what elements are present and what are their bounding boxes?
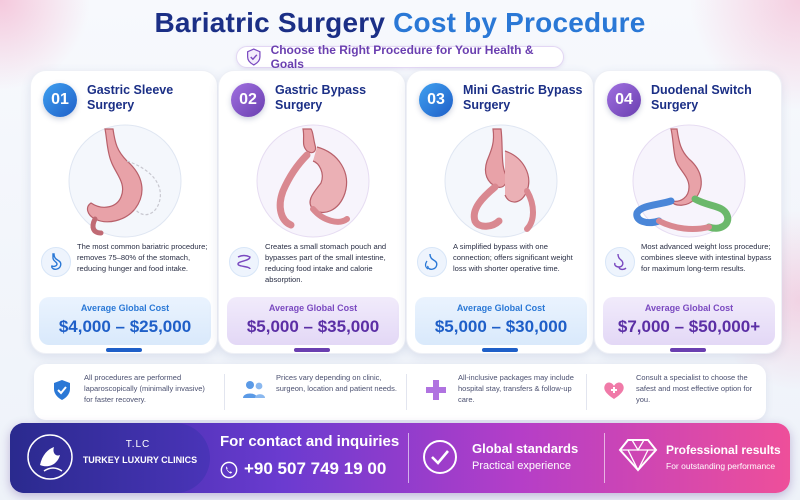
info-text: Prices vary depending on clinic, surgeon… bbox=[276, 373, 397, 393]
info-item-prices: Prices vary depending on clinic, surgeon… bbox=[240, 372, 406, 412]
info-item-packages: All-inclusive packages may include hospi… bbox=[422, 372, 588, 412]
global-standards-title: Global standards bbox=[472, 441, 579, 456]
procedure-name: Duodenal Switch Surgery bbox=[651, 83, 752, 112]
clinic-name: TURKEY LUXURY CLINICS bbox=[82, 455, 198, 465]
cost-value: $5,000 – $30,000 bbox=[434, 317, 568, 336]
page-title: Bariatric Surgery Cost by Procedure bbox=[0, 7, 800, 39]
card-underline bbox=[482, 348, 518, 352]
procedure-name: Mini Gastric Bypass Surgery bbox=[463, 83, 583, 112]
procedure-card-gastric-sleeve: 01 Gastric Sleeve Surgery The most commo… bbox=[30, 70, 218, 354]
divider bbox=[408, 433, 409, 483]
procedure-number: 01 bbox=[43, 83, 77, 117]
card-underline bbox=[106, 348, 142, 352]
procedure-description: Creates a small stomach pouch and bypass… bbox=[265, 242, 387, 284]
info-text: All procedures are performed laparoscopi… bbox=[84, 373, 205, 404]
phone-number[interactable]: +90 507 749 19 00 bbox=[244, 459, 387, 478]
duodenal-switch-illustration bbox=[632, 124, 746, 238]
check-circle-icon bbox=[423, 440, 457, 474]
clinic-logo-mark-icon bbox=[27, 434, 73, 480]
cost-label: Average Global Cost bbox=[80, 303, 170, 313]
procedure-description: A simplified bypass with one connection;… bbox=[453, 242, 573, 273]
intestine-icon bbox=[229, 247, 259, 277]
people-icon bbox=[240, 376, 268, 404]
shield-check-icon bbox=[247, 48, 261, 66]
contact-title: For contact and inquiries bbox=[220, 433, 400, 450]
cost-value: $4,000 – $25,000 bbox=[58, 317, 192, 336]
title-part-2: Cost by Procedure bbox=[393, 7, 646, 38]
subtitle: Choose the Right Procedure for Your Heal… bbox=[270, 43, 534, 71]
diamond-icon bbox=[618, 439, 658, 472]
title-part-1: Bariatric Surgery bbox=[154, 7, 386, 38]
procedure-number: 03 bbox=[419, 83, 453, 117]
intestine-switch-icon bbox=[605, 247, 635, 277]
info-item-laparoscopic: All procedures are performed laparoscopi… bbox=[48, 372, 214, 412]
shield-check-icon bbox=[48, 376, 76, 404]
whatsapp-icon bbox=[220, 461, 238, 479]
heart-care-icon bbox=[600, 376, 628, 404]
procedure-card-duodenal-switch: 04 Duodenal Switch Surgery Most advanced… bbox=[594, 70, 782, 354]
stomach-bypass-icon bbox=[417, 247, 447, 277]
info-text: Consult a specialist to choose the safes… bbox=[636, 373, 753, 404]
cost-box: Average Global Cost $5,000 – $30,000 bbox=[415, 297, 587, 345]
stomach-icon bbox=[41, 247, 71, 277]
procedure-number: 04 bbox=[607, 83, 641, 117]
professional-results-subtitle: For outstanding performance bbox=[666, 461, 776, 471]
cost-label: Average Global Cost bbox=[268, 303, 358, 313]
cost-box: Average Global Cost $4,000 – $25,000 bbox=[39, 297, 211, 345]
clinic-logo: T.LC TURKEY LUXURY CLINICS bbox=[10, 423, 210, 493]
footer-banner: T.LC TURKEY LUXURY CLINICS For contact a… bbox=[10, 423, 790, 493]
medical-cross-icon bbox=[422, 376, 450, 404]
cost-box: Average Global Cost $7,000 – $50,000+ bbox=[603, 297, 775, 345]
card-underline bbox=[670, 348, 706, 352]
card-underline bbox=[294, 348, 330, 352]
cost-label: Average Global Cost bbox=[644, 303, 734, 313]
mini-gastric-bypass-illustration bbox=[444, 124, 558, 238]
professional-results-title: Professional results bbox=[666, 443, 781, 457]
divider bbox=[406, 374, 407, 410]
cost-value: $7,000 – $50,000+ bbox=[617, 317, 761, 336]
procedure-card-mini-gastric-bypass: 03 Mini Gastric Bypass Surgery A simplif… bbox=[406, 70, 594, 354]
global-standards-subtitle: Practical experience bbox=[472, 460, 572, 472]
cost-label: Average Global Cost bbox=[456, 303, 546, 313]
procedure-name: Gastric Sleeve Surgery bbox=[87, 83, 174, 112]
gastric-bypass-illustration bbox=[256, 124, 370, 238]
subtitle-pill: Choose the Right Procedure for Your Heal… bbox=[236, 43, 564, 71]
info-text: All-inclusive packages may include hospi… bbox=[458, 373, 574, 404]
clinic-abbreviation: T.LC bbox=[125, 439, 151, 450]
procedure-description: The most common bariatric procedure; rem… bbox=[77, 242, 208, 273]
cost-value: $5,000 – $35,000 bbox=[246, 317, 380, 336]
procedure-card-gastric-bypass: 02 Gastric Bypass Surgery Creates a smal… bbox=[218, 70, 406, 354]
info-item-consult: Consult a specialist to choose the safes… bbox=[600, 372, 766, 412]
divider bbox=[586, 374, 587, 410]
procedure-description: Most advanced weight loss procedure; com… bbox=[641, 242, 772, 273]
gastric-sleeve-stomach-illustration bbox=[68, 124, 182, 238]
procedure-name: Gastric Bypass Surgery bbox=[275, 83, 367, 112]
cost-box: Average Global Cost $5,000 – $35,000 bbox=[227, 297, 399, 345]
divider bbox=[224, 374, 225, 410]
info-bar: All procedures are performed laparoscopi… bbox=[34, 364, 766, 420]
divider bbox=[604, 433, 605, 483]
procedure-number: 02 bbox=[231, 83, 265, 117]
